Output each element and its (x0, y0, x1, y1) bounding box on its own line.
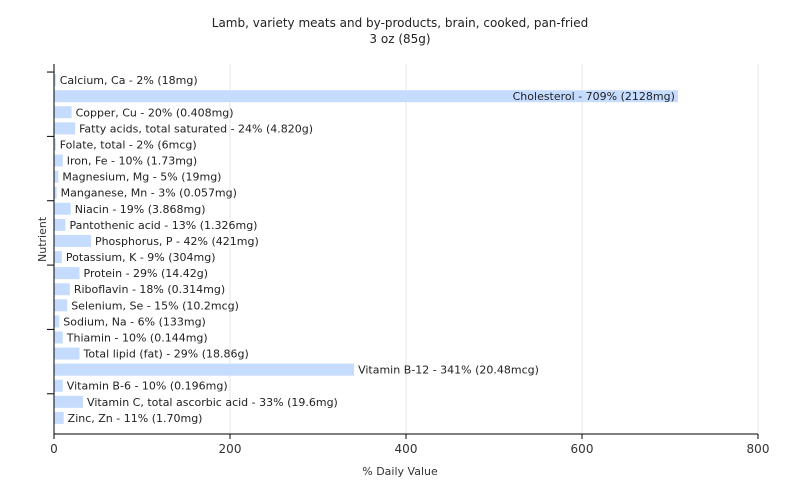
bar-label: Fatty acids, total saturated - 24% (4.82… (79, 122, 313, 135)
bar (54, 154, 63, 167)
x-axis-title: % Daily Value (362, 465, 438, 478)
bar (54, 251, 62, 264)
bar (54, 411, 64, 424)
bar (54, 267, 80, 280)
bar (54, 299, 68, 312)
chart-title: Lamb, variety meats and by-products, bra… (211, 16, 589, 30)
bar-label: Magnesium, Mg - 5% (19mg) (62, 171, 221, 184)
bar (54, 331, 63, 344)
bar (54, 283, 70, 296)
bar-label: Folate, total - 2% (6mcg) (60, 138, 197, 151)
bar (54, 315, 60, 328)
x-tick-label: 600 (571, 442, 594, 456)
bar (54, 395, 84, 408)
bar-label: Protein - 29% (14.42g) (84, 267, 209, 280)
bar (54, 138, 56, 151)
bar-label: Vitamin B-12 - 341% (20.48mcg) (358, 364, 539, 377)
bar-label: Niacin - 19% (3.868mg) (75, 203, 206, 216)
bar-label: Pantothenic acid - 13% (1.326mg) (69, 219, 257, 232)
bar (54, 90, 678, 103)
bar-label: Vitamin C, total ascorbic acid - 33% (19… (87, 396, 338, 409)
bar-label: Cholesterol - 709% (2128mg) (513, 90, 675, 103)
bar-label: Selenium, Se - 15% (10.2mcg) (71, 299, 239, 312)
bar-label: Total lipid (fat) - 29% (18.86g) (83, 348, 249, 361)
bar (54, 347, 80, 360)
bar-label: Riboflavin - 18% (0.314mg) (74, 283, 225, 296)
bar (54, 186, 57, 199)
x-tick-label: 200 (219, 442, 242, 456)
chart-subtitle: 3 oz (85g) (369, 32, 431, 46)
bar-label: Copper, Cu - 20% (0.408mg) (76, 106, 234, 119)
bar (54, 234, 91, 247)
bar (54, 122, 76, 135)
bar (54, 74, 56, 87)
bar-label: Vitamin B-6 - 10% (0.196mg) (67, 380, 228, 393)
bar-label: Manganese, Mn - 3% (0.057mg) (61, 187, 237, 200)
bar-label: Calcium, Ca - 2% (18mg) (60, 74, 198, 87)
bar (54, 363, 355, 376)
bar-label: Thiamin - 10% (0.144mg) (66, 331, 208, 344)
bar-label: Zinc, Zn - 11% (1.70mg) (68, 412, 203, 425)
x-tick-label: 800 (747, 442, 770, 456)
bar (54, 379, 63, 392)
y-axis-title: Nutrient (36, 216, 49, 262)
x-tick-label: 400 (395, 442, 418, 456)
x-tick-label: 0 (50, 442, 58, 456)
bar (54, 170, 59, 183)
bar-label: Sodium, Na - 6% (133mg) (63, 315, 206, 328)
bar-label: Potassium, K - 9% (304mg) (66, 251, 216, 264)
bar (54, 218, 66, 231)
bar-label: Iron, Fe - 10% (1.73mg) (67, 155, 197, 168)
bar (54, 106, 72, 119)
bar-label: Phosphorus, P - 42% (421mg) (95, 235, 259, 248)
bar (54, 202, 71, 215)
